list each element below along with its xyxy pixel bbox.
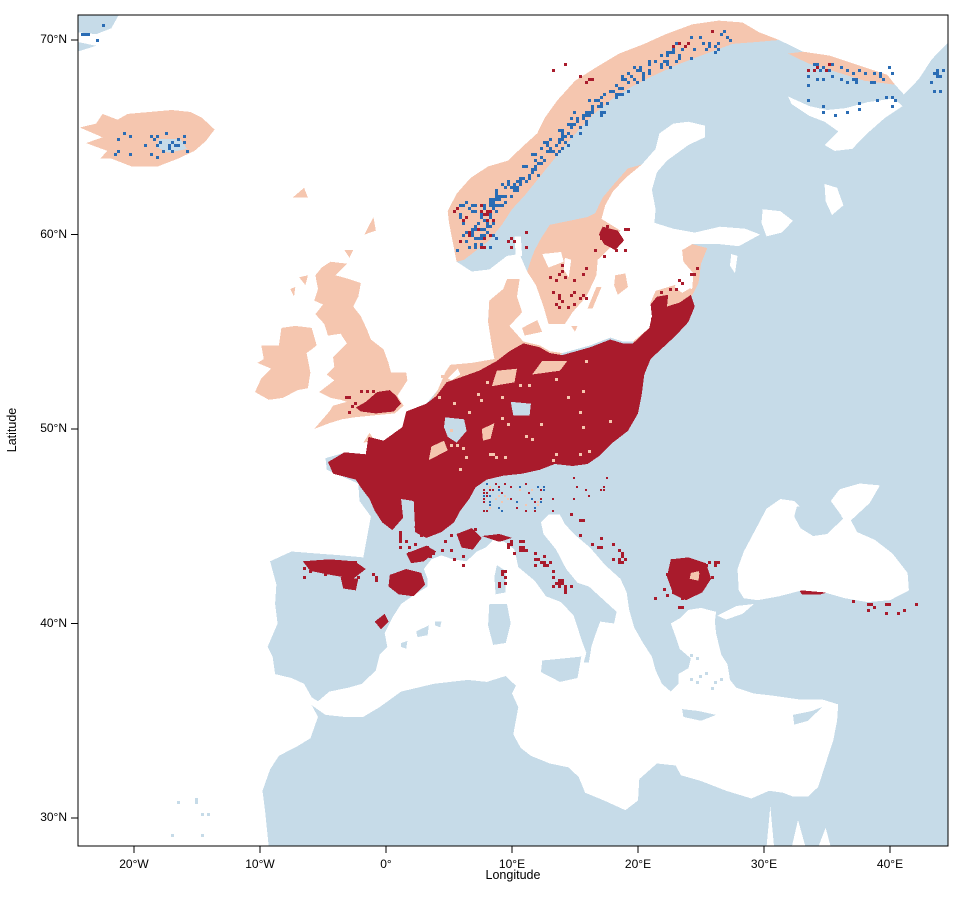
sardinia-region xyxy=(488,604,511,645)
kanin-blue-speckles xyxy=(930,69,945,93)
ardennes-gap-region xyxy=(444,417,467,443)
aegean-islands-speckles xyxy=(690,654,723,690)
x-tick-label: 20°E xyxy=(624,857,652,871)
bulgaria-inner-pink-region xyxy=(689,571,700,581)
shetland-region xyxy=(364,217,376,235)
sea-of-marmara-region xyxy=(717,604,754,620)
map-layers xyxy=(78,15,948,846)
x-tick-label: 10°E xyxy=(498,857,526,871)
denmark-region xyxy=(488,279,524,342)
baltic-coast-red-speckles xyxy=(651,267,699,321)
pontic-east-red-speckles xyxy=(852,600,918,615)
rioja-red-region xyxy=(340,576,359,591)
y-axis-title: Latitude xyxy=(5,407,19,453)
alps-pink-speckles xyxy=(489,486,539,509)
axis-ticks xyxy=(71,39,891,853)
thuringia-gap-region xyxy=(510,401,531,416)
x-axis-title: Longitude xyxy=(485,868,541,882)
languedoc-red-region xyxy=(406,545,437,564)
norway-sw-red-speckles xyxy=(453,204,495,249)
cantabria-red-region xyxy=(302,559,366,579)
atlantic-islands-speckles xyxy=(171,798,210,837)
sicily-region xyxy=(541,656,582,682)
x-tick-label: 0° xyxy=(380,857,392,871)
whitesea-coast-blue-speckles xyxy=(807,96,897,117)
catalonia-red-region xyxy=(388,569,426,597)
y-tick-label: 50°N xyxy=(40,421,67,435)
iceland-blue-speckles xyxy=(114,132,189,159)
sfrance-red-speckles xyxy=(399,528,477,567)
crete-region xyxy=(682,709,717,721)
x-tick-label: 40°E xyxy=(876,857,904,871)
ireland-region xyxy=(255,325,317,400)
greenland-blue-speckles xyxy=(81,24,105,42)
brandenburg-pink-region xyxy=(532,360,568,375)
limousin-gap-region xyxy=(401,499,415,527)
y-tick-label: 70°N xyxy=(40,32,67,46)
north-africa-mideast-region xyxy=(262,676,948,846)
iberia-region xyxy=(267,551,428,702)
faroe-islands-region xyxy=(292,187,308,198)
great-britain-region xyxy=(314,261,408,429)
south-england-red-region xyxy=(355,390,402,414)
central-pink-mottle-speckles xyxy=(438,360,612,471)
zealand-funen-region xyxy=(522,320,578,336)
south-sweden-region xyxy=(527,217,621,324)
x-tick-label: 30°E xyxy=(750,857,778,871)
iceland-region xyxy=(79,110,215,167)
x-tick-label: 10°W xyxy=(245,857,275,871)
core-range-region xyxy=(328,294,695,538)
oslo-red-speckles xyxy=(507,231,528,249)
kola-blue-speckles xyxy=(807,63,894,87)
orkney-hebrides-region xyxy=(290,250,354,297)
smaland-red-speckles xyxy=(549,264,588,309)
champagne-pink-region xyxy=(428,440,448,461)
y-tick-label: 60°N xyxy=(40,226,67,241)
greenland-edge-region xyxy=(78,15,119,52)
lake-vattern-region xyxy=(563,257,572,278)
kola-red-speckles xyxy=(807,63,831,72)
stockholm-red-dots-speckles xyxy=(594,225,630,258)
finnmark-red-speckles xyxy=(672,30,714,48)
plot-border xyxy=(77,14,949,847)
alps-red-speckles xyxy=(483,483,554,512)
alps-band-region xyxy=(472,481,570,513)
gotland-region xyxy=(614,273,628,295)
cyprus-region xyxy=(793,707,822,725)
corsica-red-speckles xyxy=(498,570,507,588)
provence-red-region xyxy=(456,528,482,550)
lofoten-red-speckles xyxy=(552,63,594,84)
black-sea-azov-region xyxy=(737,483,909,603)
dinarides-red-speckles xyxy=(570,513,627,564)
y-tick-label: 40°N xyxy=(40,615,67,630)
oslofjord-region xyxy=(514,236,523,256)
balkan-red-speckles xyxy=(654,561,720,609)
oland-region xyxy=(587,287,602,309)
balearics-region xyxy=(401,621,442,649)
nspain-red-speckles xyxy=(303,561,378,585)
valencia-red-region xyxy=(374,613,389,630)
lake-ladoga-region xyxy=(761,209,793,237)
lake-onega-region xyxy=(824,183,844,216)
y-tick-label: 30°N xyxy=(40,810,67,824)
white-sea-region xyxy=(787,96,903,151)
rhine-pink-region xyxy=(481,423,495,441)
iceland-glacier-region xyxy=(156,139,187,153)
red-sea-gulfs-region xyxy=(766,806,831,846)
ijsselmeer-region xyxy=(447,368,461,381)
liguria-red-region xyxy=(481,534,512,542)
sengland-red-speckles xyxy=(345,390,390,414)
crimea-region xyxy=(794,504,844,536)
lake-peipus-region xyxy=(730,254,738,274)
lake-vanern-region xyxy=(542,252,564,268)
apennines-red-speckles xyxy=(507,540,573,594)
lower-saxony-pink-region xyxy=(491,368,517,387)
x-tick-label: 20°W xyxy=(119,857,149,871)
pannonia-red-speckles xyxy=(573,477,608,500)
sweden-coast-strip-region xyxy=(587,164,642,219)
